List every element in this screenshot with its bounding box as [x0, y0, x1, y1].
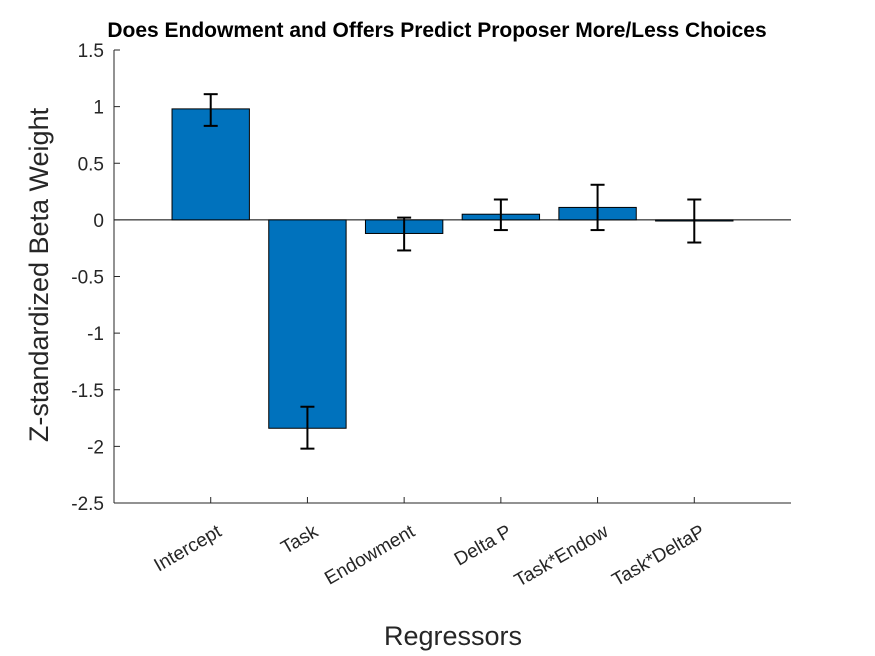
y-tick-label: -0.5 — [71, 268, 104, 289]
y-tick-label: 1 — [93, 98, 104, 119]
x-tick-label: Intercept — [151, 521, 226, 577]
y-tick-label: -2.5 — [71, 494, 104, 515]
x-ticks: Intercept Task Endowment Delta PTask*EndowT… — [151, 497, 709, 592]
y-tick-label: -1 — [87, 324, 104, 345]
bars-layer — [171, 108, 734, 429]
x-tick-label: Task — [278, 521, 323, 559]
y-ticks: 1.5 1 0.5 0 -0.5 -1 -1.5 -2 -2.5 — [71, 41, 120, 515]
chart-title: Does Endowment and Offers Predict Propos… — [107, 19, 766, 42]
y-axis-label: Z-standardized Beta Weight — [24, 107, 54, 442]
x-tick-label: Task*Endow — [511, 521, 612, 592]
y-tick-label: 0 — [93, 211, 104, 232]
bar-1 — [268, 219, 347, 429]
errorbars-layer — [203, 93, 702, 450]
x-tick-label: Endowment — [321, 521, 419, 590]
y-tick-label: 0.5 — [78, 154, 104, 175]
y-tick-label: -2 — [87, 437, 104, 458]
x-axis-label: Regressors — [384, 621, 522, 651]
y-tick-label: -1.5 — [71, 381, 104, 402]
y-tick-label: 1.5 — [78, 41, 104, 62]
x-tick-label: Delta P — [451, 521, 515, 570]
x-tick-label: Task*DeltaP — [609, 521, 709, 591]
bar-0 — [171, 108, 250, 221]
